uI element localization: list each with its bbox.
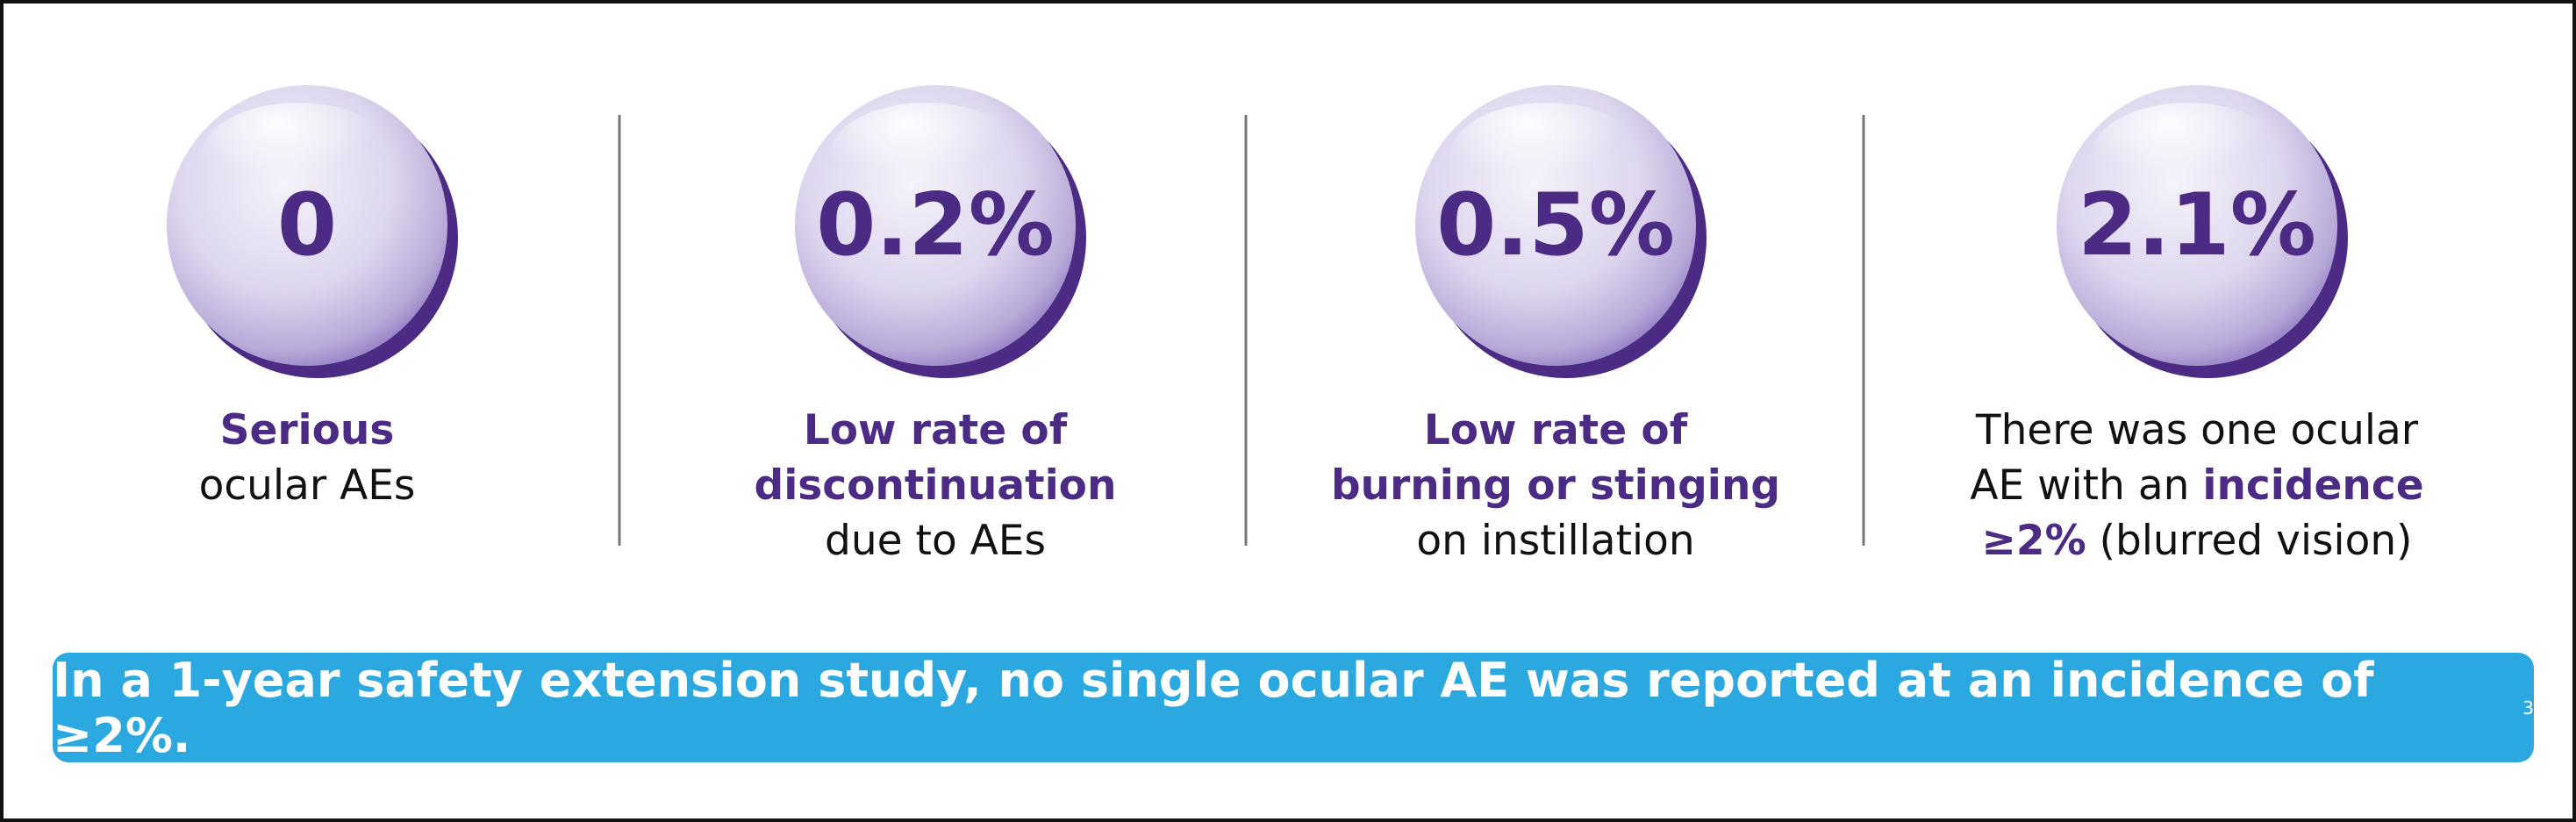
stat-value: 0.5% xyxy=(1436,175,1675,275)
stat-value: 2.1% xyxy=(2078,175,2316,275)
label-text: (blurred vision) xyxy=(2086,517,2413,565)
label-line: on instillation xyxy=(1249,513,1863,568)
stat-label: There was one ocular AE with an incidence… xyxy=(1890,403,2504,568)
label-bold: Serious xyxy=(219,406,395,454)
label-line: Serious xyxy=(4,403,614,458)
bubble xyxy=(1415,85,1707,378)
label-line: due to AEs xyxy=(628,513,1242,568)
label-text: due to AEs xyxy=(825,517,1046,565)
label-bold: ≥2% xyxy=(1981,517,2086,565)
label-line: AE with an incidence xyxy=(1890,458,2504,513)
label-text: on instillation xyxy=(1416,517,1695,565)
label-text: There was one ocular xyxy=(1975,406,2419,454)
bubble xyxy=(2057,85,2348,378)
stat-value: 0 xyxy=(276,175,338,275)
label-bold: incidence xyxy=(2202,461,2424,510)
stat-label: Serious ocular AEs xyxy=(4,403,614,513)
label-line: There was one ocular xyxy=(1890,403,2504,458)
label-line: ≥2% (blurred vision) xyxy=(1890,513,2504,568)
label-text: ocular AEs xyxy=(198,461,416,510)
label-line: ocular AEs xyxy=(4,458,614,513)
label-bold: discontinuation xyxy=(754,461,1117,510)
stat-label: Low rate of burning or stinging on instill… xyxy=(1249,403,1863,568)
stat-value: 0.2% xyxy=(816,175,1055,275)
label-line: burning or stinging xyxy=(1249,458,1863,513)
label-bold: Low rate of xyxy=(1423,406,1688,454)
bubble xyxy=(795,85,1086,378)
label-line: discontinuation xyxy=(628,458,1242,513)
bubble-highlight xyxy=(202,103,395,208)
label-line: Low rate of xyxy=(1249,403,1863,458)
banner: In a 1-year safety extension study, no s… xyxy=(53,652,2534,763)
banner-text: In a 1-year safety extension study, no s… xyxy=(53,652,2374,763)
stat-label: Low rate of discontinuation due to AEs xyxy=(628,403,1242,568)
label-text: AE with an xyxy=(1970,461,2203,510)
decor xyxy=(167,85,2348,546)
bubble-highlight xyxy=(830,103,1023,208)
label-bold: Low rate of xyxy=(803,406,1068,454)
label-bold: burning or stinging xyxy=(1330,461,1781,510)
bubble xyxy=(167,85,458,378)
bubble-highlight xyxy=(2092,103,2285,208)
bubble-highlight xyxy=(1450,103,1643,208)
label-line: Low rate of xyxy=(628,403,1242,458)
footnote: 3 xyxy=(2522,697,2534,718)
